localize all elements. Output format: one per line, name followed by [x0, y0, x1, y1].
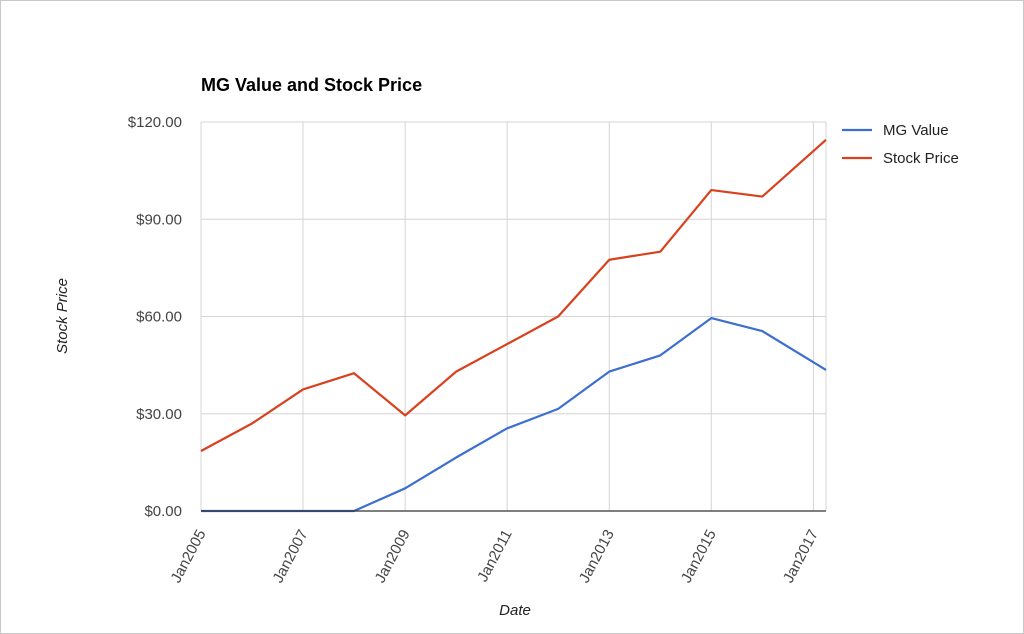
y-axis-title: Stock Price [54, 278, 71, 354]
y-tick-label: $120.00 [128, 114, 182, 131]
x-tick-label: Jan2015 [678, 527, 720, 586]
x-axis-title: Date [499, 602, 531, 619]
gridlines [200, 121, 827, 511]
stock-price-line [200, 139, 827, 452]
y-tick-label: $60.00 [136, 309, 182, 326]
y-tick-label: $0.00 [144, 503, 182, 520]
mg-value-line [201, 317, 827, 513]
x-tick-label: Jan2011 [474, 527, 516, 585]
x-tick-label: Jan2009 [372, 527, 414, 586]
series-lines [200, 139, 827, 513]
legend-label-stock-price: Stock Price [883, 150, 959, 167]
x-tick-label: Jan2017 [780, 527, 822, 586]
y-axis-ticks: $0.00 $30.00 $60.00 $90.00 $120.00 [128, 114, 182, 520]
chart-title: MG Value and Stock Price [201, 75, 422, 95]
y-tick-label: $30.00 [136, 406, 182, 423]
x-tick-label: Jan2007 [269, 527, 311, 586]
legend-label-mg-value: MG Value [883, 122, 949, 139]
x-axis-ticks: Jan2005 Jan2007 Jan2009 Jan2011 Jan2013 Jan20… [167, 527, 821, 586]
legend: MG Value Stock Price [842, 122, 959, 167]
x-tick-label: Jan2005 [167, 527, 209, 586]
x-tick-label: Jan2013 [576, 527, 618, 586]
y-tick-label: $90.00 [136, 211, 182, 228]
